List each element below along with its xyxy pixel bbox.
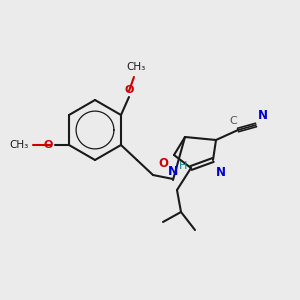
- Text: N: N: [216, 166, 226, 179]
- Text: CH₃: CH₃: [10, 140, 29, 150]
- Text: O: O: [124, 85, 134, 95]
- Text: O: O: [158, 157, 168, 170]
- Text: N: N: [258, 109, 268, 122]
- Text: H: H: [179, 161, 187, 171]
- Text: CH₃: CH₃: [126, 62, 146, 72]
- Text: O: O: [44, 140, 53, 150]
- Text: C: C: [229, 116, 237, 126]
- Text: N: N: [168, 165, 178, 178]
